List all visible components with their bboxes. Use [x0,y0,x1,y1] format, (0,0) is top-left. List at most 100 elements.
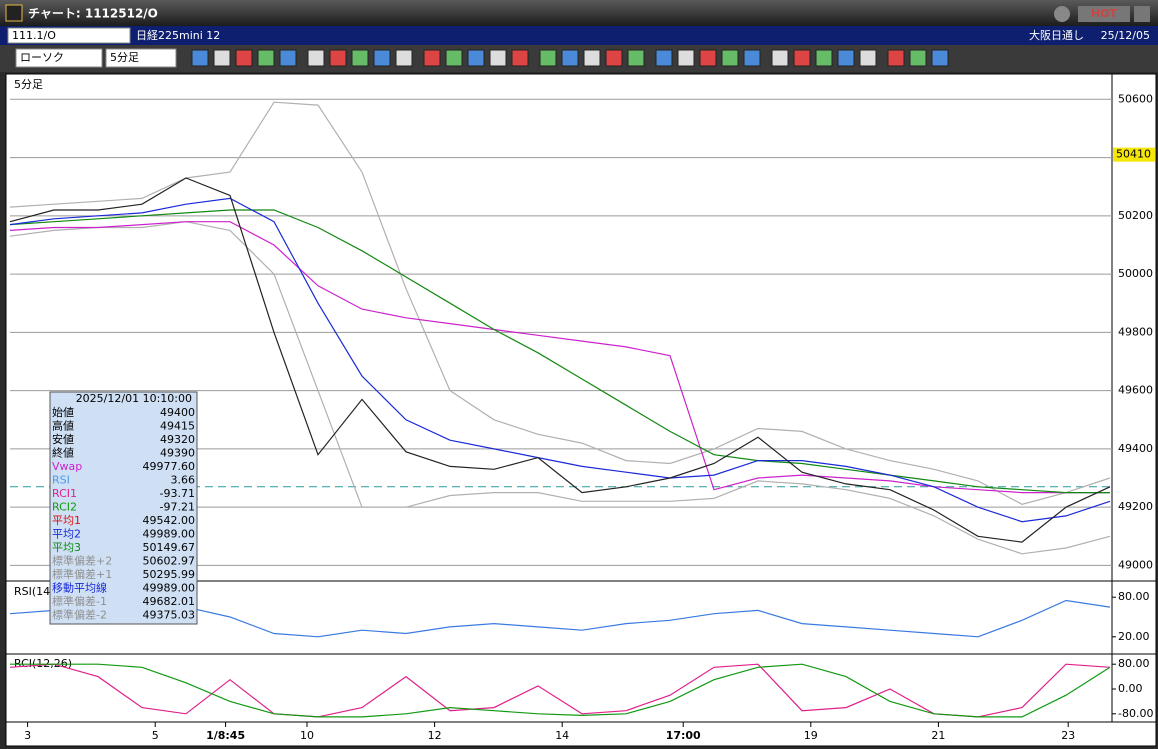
rsi-tick-label: 20.00 [1118,630,1150,643]
tool-button[interactable] [837,49,855,67]
tool-button[interactable] [511,49,529,67]
x-tick-label: 1/8:45 [206,729,245,742]
tool-button[interactable] [329,49,347,67]
interval-select[interactable] [105,48,177,68]
y-tick-label: 50200 [1118,209,1153,222]
info-value: 49989.00 [143,528,196,541]
tool-button[interactable] [467,49,485,67]
last-price-label: 50410 [1116,148,1151,161]
tool-button[interactable] [743,49,761,67]
chart-style: ローソク [20,51,64,64]
instrument: 日経225mini 12 [136,29,220,42]
info-label: 平均3 [52,541,81,554]
x-tick-label: 23 [1061,729,1075,742]
info-label: RCI1 [52,487,77,500]
info-value: 49415 [160,420,195,433]
info-value: 50149.67 [143,541,196,554]
tool-button[interactable] [445,49,463,67]
y-tick-label: 49600 [1118,384,1153,397]
chart-style-select[interactable] [15,48,103,68]
rci-line [9,663,1111,718]
panel-label: 5分足 [14,78,43,91]
date: 25/12/05 [1101,29,1150,42]
toolbar-icons [191,49,949,67]
tool-button[interactable] [583,49,601,67]
x-tick-label: 12 [428,729,442,742]
tool-button[interactable] [351,49,369,67]
x-tick-label: 3 [24,729,31,742]
symbol-input[interactable] [7,27,131,44]
info-label: Vwap [52,460,82,473]
info-value: 49682.01 [143,595,196,608]
tool-button[interactable] [815,49,833,67]
info-label: 高値 [52,419,74,433]
info-value: 49542.00 [143,514,196,527]
tool-button[interactable] [931,49,949,67]
info-label: 始値 [52,405,74,419]
tool-button[interactable] [887,49,905,67]
tool-button[interactable] [307,49,325,67]
close-button[interactable] [1134,6,1150,22]
tool-button[interactable] [423,49,441,67]
info-label: 平均1 [52,514,81,527]
app-icon [5,4,23,22]
tool-button[interactable] [793,49,811,67]
info-value: 49989.00 [143,582,196,595]
tool-button[interactable] [677,49,695,67]
price-line [9,101,1111,505]
info-timestamp: 2025/12/01 10:10:00 [76,392,192,405]
x-tick-label: 10 [300,729,314,742]
info-label: 終値 [52,446,74,460]
plot: 4900049200494004960049800500005020050400… [9,92,1155,742]
info-label: 平均2 [52,528,81,541]
interval: 5分足 [110,51,139,64]
tool-button[interactable] [909,49,927,67]
rsi-label: RSI(14) [14,585,54,598]
symbol: 111.1/O [12,29,56,42]
info-label: 安値 [52,432,74,446]
info-label: RCI2 [52,501,77,514]
price-line [9,221,1110,494]
tool-button[interactable] [489,49,507,67]
last-price-marker [1113,147,1155,162]
tool-button[interactable] [235,49,253,67]
info-value: 50295.99 [143,568,196,581]
info-label: 標準偏差+1 [52,567,112,581]
chart-area [5,73,1157,747]
rci-line [10,663,1111,718]
rci-label: RCI(12,26) [14,657,72,670]
info-box-bg [49,391,198,625]
x-tick-label: 14 [555,729,569,742]
info-value: -93.71 [160,487,195,500]
y-tick-label: 49800 [1118,325,1153,338]
info-value: 49375.03 [143,609,196,622]
help-button[interactable] [1054,6,1070,22]
tool-button[interactable] [627,49,645,67]
info-label: 標準偏差-2 [52,608,107,622]
tool-button[interactable] [771,49,789,67]
x-tick-label: 17:00 [666,729,701,742]
tool-button[interactable] [655,49,673,67]
y-tick-label: 50000 [1118,267,1153,280]
tool-button[interactable] [213,49,231,67]
tool-button[interactable] [699,49,717,67]
tool-button[interactable] [373,49,391,67]
tool-button[interactable] [257,49,275,67]
tool-button[interactable] [539,49,557,67]
tool-button[interactable] [279,49,297,67]
session: 大阪日通し [1029,28,1084,42]
tool-button[interactable] [721,49,739,67]
tool-button[interactable] [605,49,623,67]
hot-button[interactable] [1078,6,1130,22]
rci-tick-label: 80.00 [1118,657,1150,670]
tool-button[interactable] [561,49,579,67]
tool-button[interactable] [191,49,209,67]
title-bar [0,0,1158,26]
info-label: RSI [52,474,70,487]
tool-button[interactable] [395,49,413,67]
info-value: 50602.97 [143,555,196,568]
price-line [9,209,1110,494]
tool-button[interactable] [859,49,877,67]
